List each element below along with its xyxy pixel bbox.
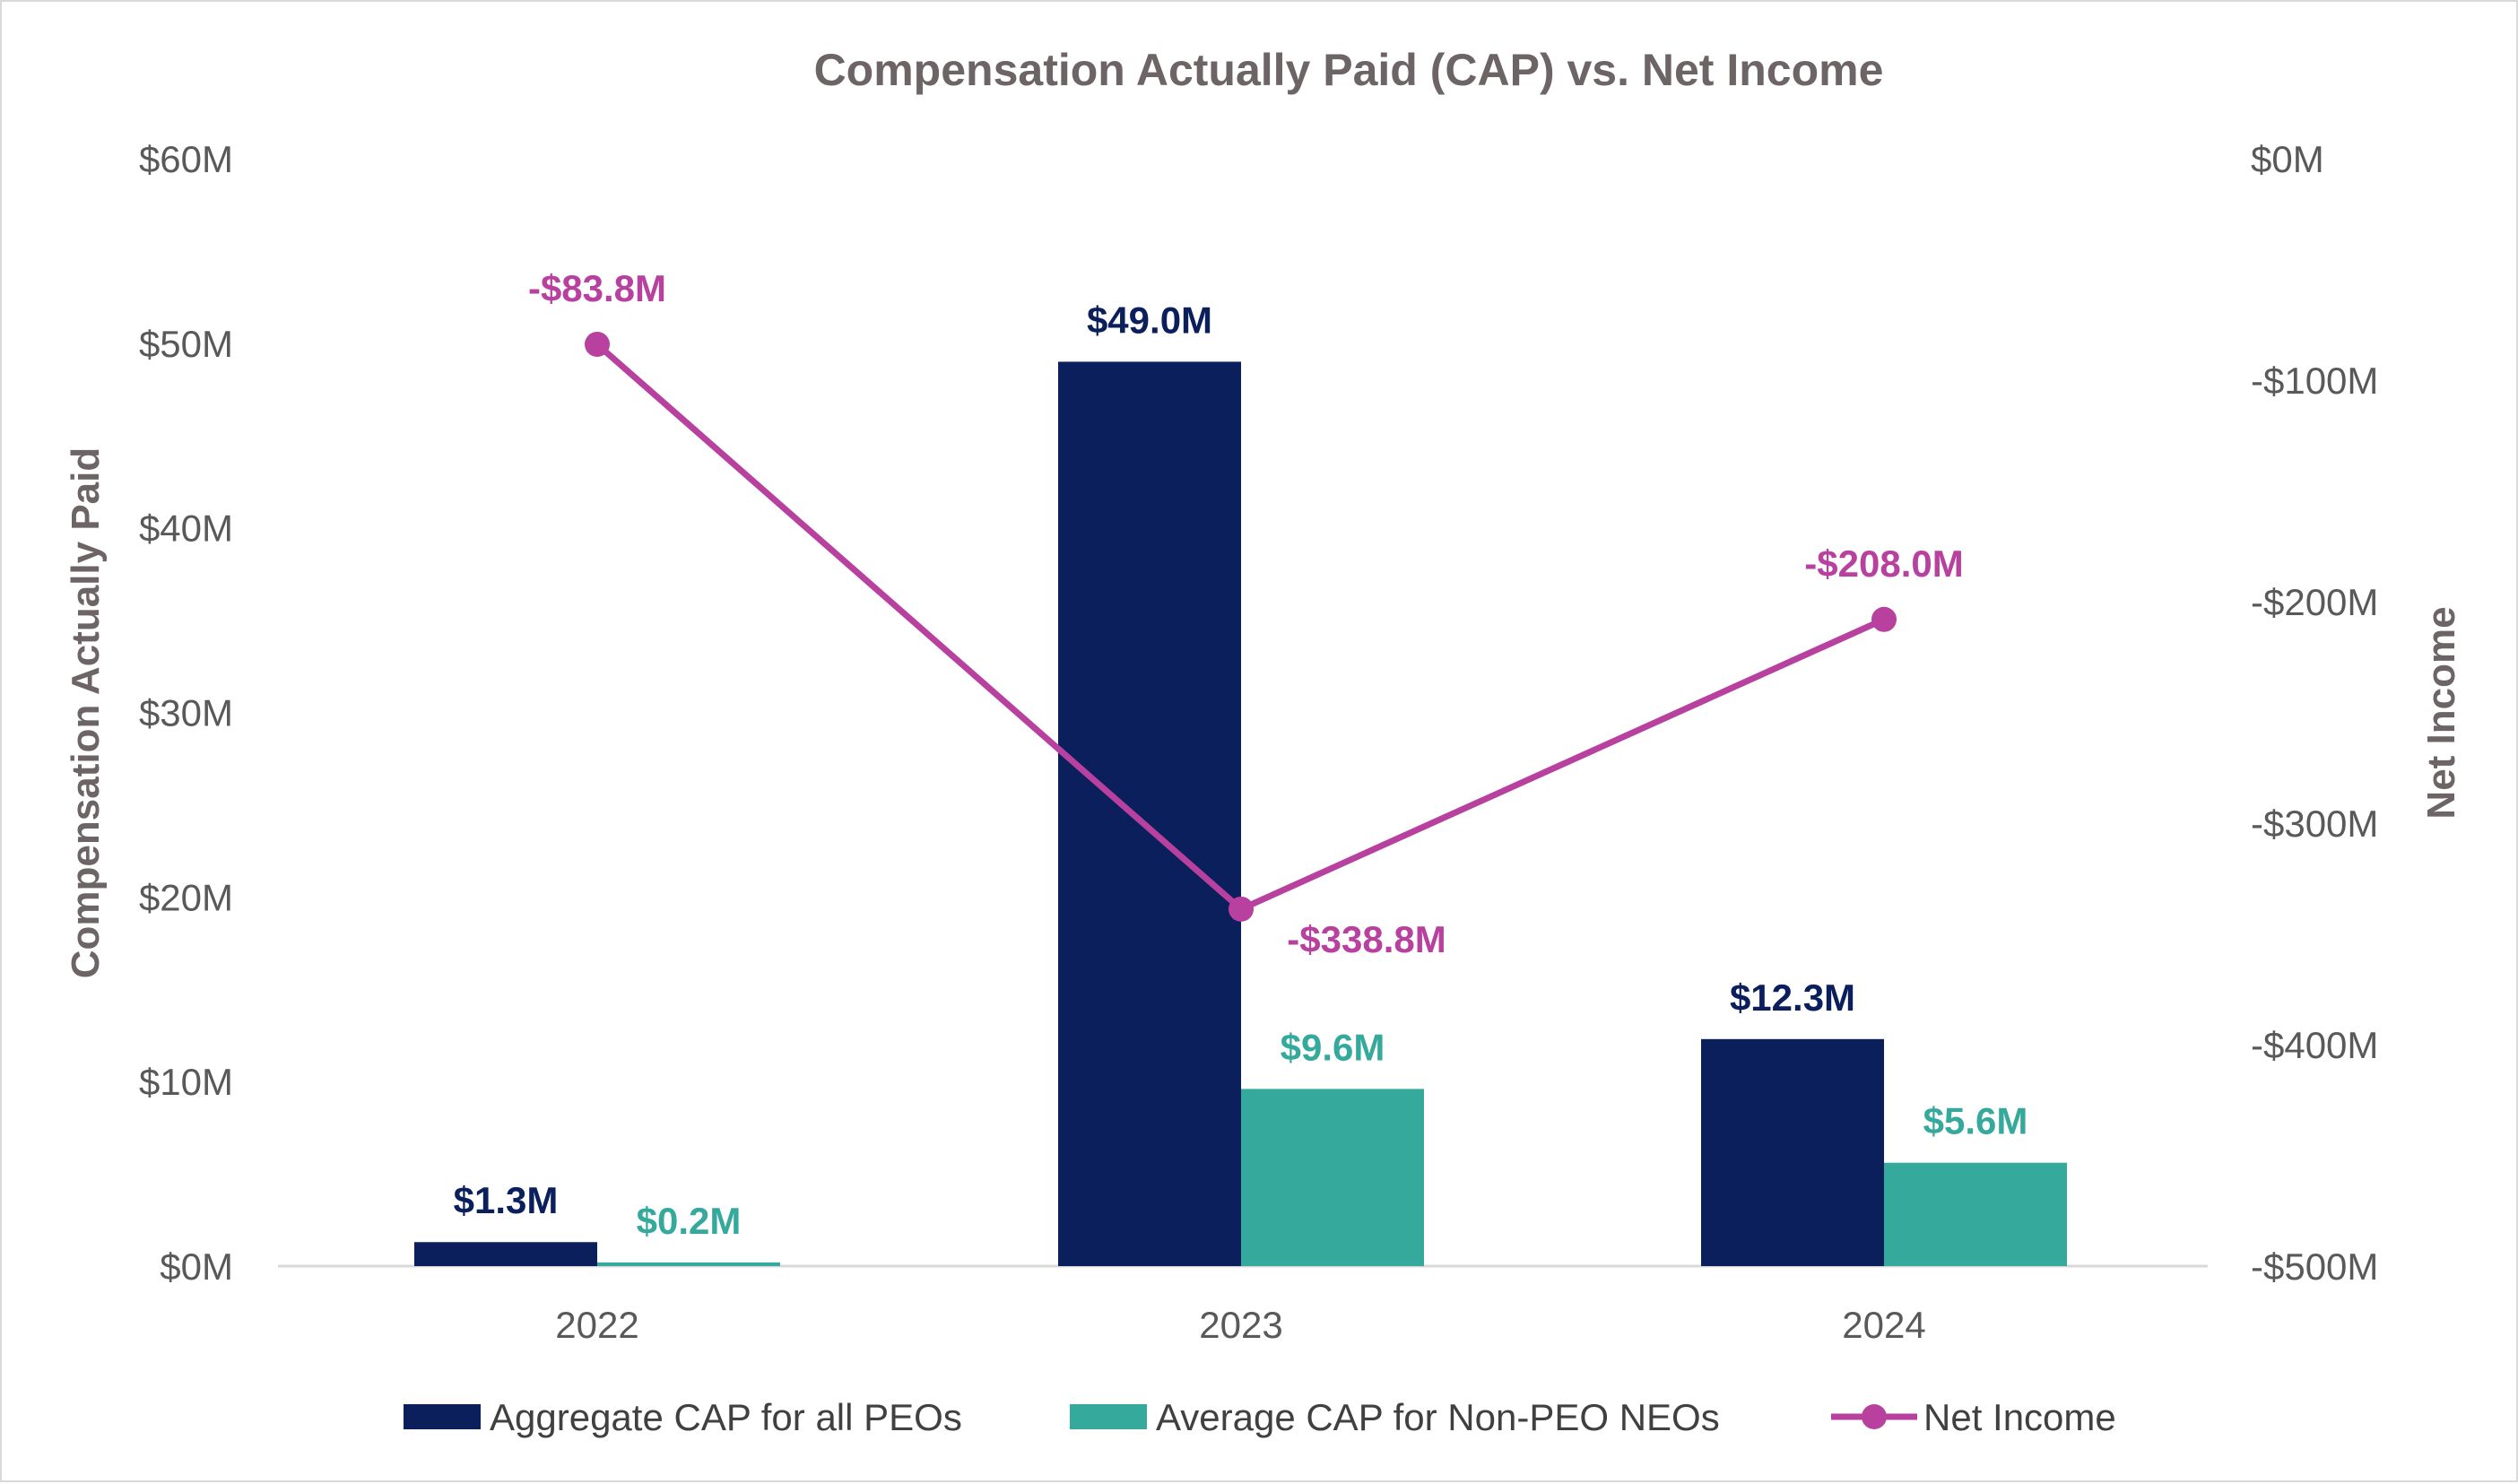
aggregate-cap-bar [1058, 361, 1241, 1267]
right-tick-label: $0M [2251, 138, 2324, 180]
aggregate-cap-bar [1701, 1038, 1884, 1266]
left-tick-label: $30M [139, 692, 233, 734]
right-tick-label: -$100M [2251, 360, 2378, 402]
left-axis-ticks: $0M $10M $20M $30M $40M $50M $60M [139, 138, 233, 1288]
average-cap-bar-label: $9.6M [1281, 1026, 1385, 1068]
legend-aggregate-cap-swatch [404, 1404, 481, 1429]
x-tick-label: 2023 [1199, 1304, 1282, 1346]
average-cap-bar-label: $5.6M [1923, 1100, 2028, 1142]
right-tick-label: -$500M [2251, 1245, 2378, 1288]
chart-title: Compensation Actually Paid (CAP) vs. Net… [814, 45, 1884, 95]
right-axis-title: Net Income [2419, 606, 2463, 819]
net-income-point [1871, 606, 1897, 632]
right-tick-label: -$400M [2251, 1024, 2378, 1066]
legend: Aggregate CAP for all PEOs Average CAP fo… [404, 1396, 2116, 1438]
aggregate-cap-bar-label: $12.3M [1730, 976, 1855, 1019]
legend-net-income-label: Net Income [1923, 1396, 2116, 1438]
average-cap-bar [597, 1262, 780, 1266]
net-income-point [585, 331, 610, 357]
left-tick-label: $0M [160, 1245, 233, 1288]
net-income-line-series: -$83.8M -$338.8M -$208.0M [528, 267, 1964, 960]
right-tick-label: -$300M [2251, 803, 2378, 845]
x-tick-label: 2024 [1842, 1304, 1925, 1346]
bars: $1.3M $49.0M $12.3M $0.2M $9.6M $5.6M [414, 299, 2067, 1267]
legend-net-income-marker [1862, 1404, 1887, 1429]
aggregate-cap-bar-label: $49.0M [1087, 299, 1212, 341]
aggregate-cap-bar [414, 1242, 597, 1266]
left-tick-label: $10M [139, 1061, 233, 1103]
left-tick-label: $20M [139, 876, 233, 918]
left-tick-label: $50M [139, 323, 233, 365]
right-tick-label: -$200M [2251, 581, 2378, 623]
average-cap-bar [1241, 1089, 1424, 1266]
right-axis-ticks: -$500M -$400M -$300M -$200M -$100M $0M [2251, 138, 2378, 1288]
average-cap-bar [1884, 1162, 2067, 1266]
left-tick-label: $40M [139, 508, 233, 550]
legend-aggregate-cap-label: Aggregate CAP for all PEOs [490, 1396, 962, 1438]
x-axis-ticks: 2022 2023 2024 [555, 1304, 1925, 1346]
net-income-label: -$208.0M [1804, 542, 1963, 585]
net-income-point [1229, 896, 1254, 922]
average-cap-bar-label: $0.2M [637, 1200, 742, 1242]
left-axis-title: Compensation Actually Paid [64, 447, 108, 978]
net-income-label: -$83.8M [528, 267, 666, 309]
aggregate-cap-bar-label: $1.3M [454, 1179, 559, 1221]
legend-average-cap-swatch [1070, 1404, 1147, 1429]
x-tick-label: 2022 [555, 1304, 638, 1346]
legend-average-cap-label: Average CAP for Non-PEO NEOs [1156, 1396, 1720, 1438]
left-tick-label: $60M [139, 138, 233, 180]
net-income-label: -$338.8M [1287, 918, 1446, 960]
